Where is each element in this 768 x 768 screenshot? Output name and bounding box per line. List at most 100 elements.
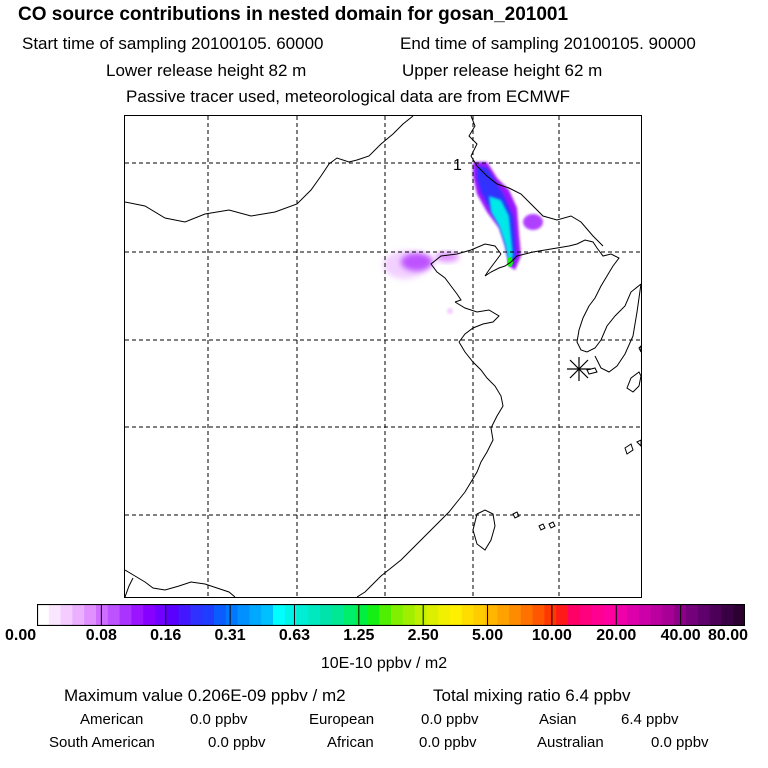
colorbar-swatch: [544, 604, 557, 626]
receptor-asterisk-icon: [567, 357, 591, 381]
colorbar-swatch: [155, 604, 168, 626]
jeju-island: [586, 367, 598, 375]
colorbar-swatch: [131, 604, 144, 626]
border-mongolia-china: [125, 116, 414, 223]
colorbar-swatches: [37, 604, 745, 626]
colorbar-tick-label: 20.00: [596, 627, 637, 644]
colorbar-swatch: [284, 604, 298, 626]
colorbar-swatch: [532, 604, 545, 626]
colorbar-swatch: [721, 604, 734, 626]
colorbar-tick-label: 10.00: [531, 627, 572, 644]
colorbar-swatch: [119, 604, 132, 626]
shandong-peninsula: [454, 301, 500, 343]
colorbar-swatch: [627, 604, 640, 626]
lower-release-height: Lower release height 82 m: [106, 61, 307, 80]
colorbar-frame: [37, 604, 745, 626]
colorbar-swatch: [202, 604, 215, 626]
colorbar-swatch: [190, 604, 203, 626]
taiwan: [472, 509, 496, 551]
colorbar-swatch: [709, 604, 722, 626]
colorbar-tick-label: 0.00: [5, 627, 37, 644]
total-mixing-ratio: Total mixing ratio 6.4 ppbv: [433, 686, 631, 705]
colorbar-swatch: [237, 604, 250, 626]
colorbar-tick-label: 1.25: [343, 627, 375, 644]
liaodong-peninsula: [484, 253, 512, 277]
plume-max: [507, 257, 513, 267]
colorbar-swatch: [72, 604, 85, 626]
colorbar-ticks: [37, 604, 745, 626]
colorbar-swatch: [473, 604, 486, 626]
colorbar-tick-label: 0.16: [150, 627, 182, 644]
colorbar-swatch: [697, 604, 711, 626]
colorbar-swatch: [568, 604, 581, 626]
plume-cyan: [489, 196, 513, 263]
colorbar: [37, 604, 745, 626]
region-american-value: 0.0 ppbv: [190, 711, 248, 728]
china-southwest-border: [125, 569, 236, 597]
plume-west-core: [401, 253, 433, 271]
region-asian-value: 6.4 ppbv: [621, 711, 679, 728]
graticule: [125, 116, 641, 597]
map-panel: 1: [124, 115, 642, 598]
colorbar-swatch: [332, 604, 345, 626]
plume-speck: [447, 308, 453, 314]
coastlines: [125, 116, 641, 597]
colorbar-swatch: [556, 604, 569, 626]
sampling-start-time: Start time of sampling 20100105. 60000: [22, 34, 324, 53]
ryukyu-island-1: [624, 443, 634, 455]
japan-islet-1: [638, 345, 641, 353]
colorbar-swatch: [84, 604, 97, 626]
colorbar-swatch: [273, 604, 286, 626]
colorbar-swatch: [225, 604, 239, 626]
region-south-american-value: 0.0 ppbv: [208, 734, 266, 751]
colorbar-swatch: [686, 604, 699, 626]
colorbar-swatch: [650, 604, 663, 626]
colorbar-tick-label: 2.50: [407, 627, 439, 644]
colorbar-swatch: [391, 604, 404, 626]
region-australian-value: 0.0 ppbv: [651, 734, 709, 751]
colorbar-swatch: [520, 604, 534, 626]
colorbar-swatch: [355, 604, 368, 626]
colorbar-swatch: [402, 604, 416, 626]
plume-east-blob: [523, 214, 543, 230]
colorbar-tick-label: 0.08: [85, 627, 117, 644]
colorbar-swatch: [426, 604, 439, 626]
colorbar-swatch: [450, 604, 463, 626]
colorbar-swatch: [96, 604, 109, 626]
colorbar-swatch: [261, 604, 274, 626]
colorbar-swatch: [37, 604, 50, 626]
vietnam-border: [125, 577, 134, 597]
colorbar-units: 10E-10 ppbv / m2: [320, 655, 448, 672]
region-south-american-name: South American: [49, 734, 155, 751]
colorbar-swatch: [509, 604, 522, 626]
japan-kyushu: [626, 371, 641, 393]
colorbar-swatch: [497, 604, 510, 626]
ryukyu-island-2: [636, 439, 641, 447]
small-island-3: [512, 511, 520, 519]
region-african-name: African: [327, 734, 374, 751]
colorbar-swatch: [178, 604, 191, 626]
colorbar-swatch: [733, 604, 745, 626]
map-canvas: 1: [125, 116, 641, 597]
tracer-note: Passive tracer used, meteorological data…: [126, 87, 571, 106]
colorbar-swatch: [461, 604, 475, 626]
colorbar-swatch: [249, 604, 262, 626]
east-china-coast: [356, 341, 504, 597]
colorbar-swatch: [485, 604, 498, 626]
colorbar-swatch: [60, 604, 73, 626]
sampling-end-time: End time of sampling 20100105. 90000: [400, 34, 696, 53]
colorbar-swatch: [320, 604, 333, 626]
colorbar-tick-label: 5.00: [471, 627, 504, 644]
small-island-1: [538, 523, 546, 531]
colorbar-swatch: [579, 604, 593, 626]
colorbar-swatch: [143, 604, 156, 626]
region-asian-name: Asian: [539, 711, 577, 728]
colorbar-swatch: [414, 604, 427, 626]
region-european-value: 0.0 ppbv: [421, 711, 479, 728]
colorbar-swatch: [438, 604, 451, 626]
colorbar-swatch: [48, 604, 62, 626]
colorbar-swatch: [603, 604, 616, 626]
colorbar-swatch: [367, 604, 380, 626]
korea-east-coast: [594, 283, 641, 373]
colorbar-swatch: [591, 604, 604, 626]
